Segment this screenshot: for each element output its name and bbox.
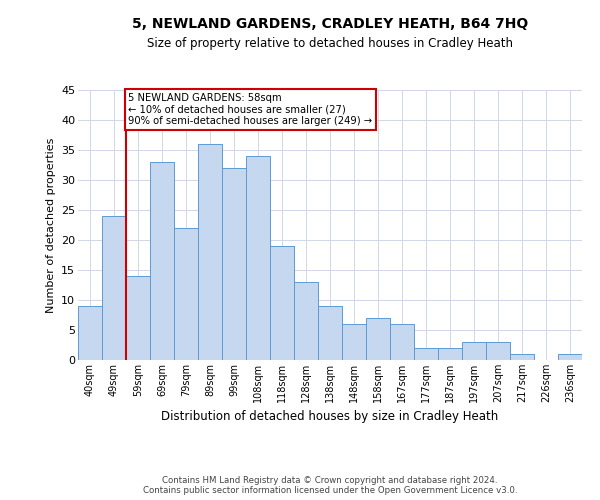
Bar bbox=[366, 318, 390, 360]
Y-axis label: Number of detached properties: Number of detached properties bbox=[46, 138, 56, 312]
Bar bbox=[390, 324, 414, 360]
Bar bbox=[78, 306, 102, 360]
Bar bbox=[438, 348, 462, 360]
Bar bbox=[462, 342, 486, 360]
Bar bbox=[246, 156, 270, 360]
Bar bbox=[102, 216, 126, 360]
Bar bbox=[294, 282, 318, 360]
Bar bbox=[318, 306, 342, 360]
Bar bbox=[342, 324, 366, 360]
Bar bbox=[198, 144, 222, 360]
Bar bbox=[222, 168, 246, 360]
Bar bbox=[510, 354, 534, 360]
Text: 5 NEWLAND GARDENS: 58sqm
← 10% of detached houses are smaller (27)
90% of semi-d: 5 NEWLAND GARDENS: 58sqm ← 10% of detach… bbox=[128, 93, 373, 126]
Bar bbox=[126, 276, 150, 360]
Bar bbox=[486, 342, 510, 360]
Bar bbox=[414, 348, 438, 360]
Text: Contains HM Land Registry data © Crown copyright and database right 2024.
Contai: Contains HM Land Registry data © Crown c… bbox=[143, 476, 517, 495]
Bar bbox=[270, 246, 294, 360]
Bar bbox=[174, 228, 198, 360]
Bar bbox=[558, 354, 582, 360]
Text: 5, NEWLAND GARDENS, CRADLEY HEATH, B64 7HQ: 5, NEWLAND GARDENS, CRADLEY HEATH, B64 7… bbox=[132, 18, 528, 32]
Bar bbox=[150, 162, 174, 360]
Text: Size of property relative to detached houses in Cradley Heath: Size of property relative to detached ho… bbox=[147, 38, 513, 51]
X-axis label: Distribution of detached houses by size in Cradley Heath: Distribution of detached houses by size … bbox=[161, 410, 499, 424]
